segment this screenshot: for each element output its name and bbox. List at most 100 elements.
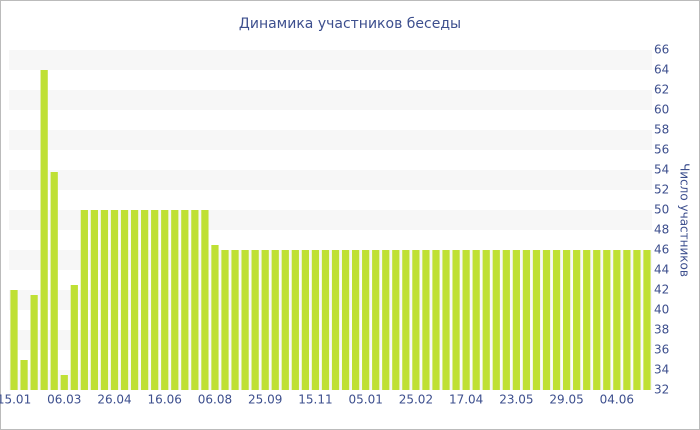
grid-band (9, 330, 652, 350)
bar (311, 250, 320, 390)
bar (321, 250, 330, 390)
bar (221, 250, 229, 390)
bar (452, 250, 460, 390)
y-tick-label: 46 (654, 243, 669, 257)
bar (442, 250, 450, 390)
bar (100, 210, 109, 390)
grid-band (9, 50, 652, 70)
bar (382, 250, 390, 390)
bar (60, 375, 68, 390)
bar (532, 250, 541, 390)
bar (151, 210, 159, 390)
bar (301, 250, 309, 390)
bar (261, 250, 269, 390)
y-tick-label: 66 (654, 43, 669, 57)
y-tick-label: 42 (654, 283, 669, 297)
bar (352, 250, 360, 390)
y-tick-label: 32 (654, 383, 669, 397)
y-tick-label: 62 (654, 83, 669, 97)
x-tick-label: 16.06 (148, 393, 182, 407)
bar (522, 250, 531, 390)
y-tick-label: 64 (654, 63, 669, 77)
bar (161, 210, 169, 390)
y-tick-label: 56 (654, 143, 669, 157)
y-tick-label: 60 (654, 103, 669, 117)
x-tick-label: 29.05 (549, 393, 583, 407)
grid-band (9, 130, 652, 150)
bar (603, 250, 611, 390)
bar (432, 250, 440, 390)
bar (80, 210, 88, 390)
bar (271, 250, 279, 390)
x-tick-label: 15.11 (298, 393, 332, 407)
x-tick-label: 06.08 (198, 393, 232, 407)
x-tick-label: 05.01 (348, 393, 382, 407)
bar (30, 295, 38, 390)
bar (633, 250, 641, 390)
bar (422, 250, 430, 390)
bar (120, 210, 129, 390)
bar (392, 250, 400, 390)
y-tick-label: 54 (654, 163, 669, 177)
bar (573, 250, 581, 390)
x-tick-label: 26.04 (97, 393, 131, 407)
y-tick-label: 34 (654, 363, 669, 377)
bar (291, 250, 299, 390)
x-tick-label: 25.09 (248, 393, 282, 407)
bar (341, 250, 350, 390)
bar (583, 250, 591, 390)
bar (462, 250, 470, 390)
bar (331, 250, 340, 390)
bar (281, 250, 289, 390)
bar (40, 70, 48, 390)
y-tick-label: 36 (654, 343, 669, 357)
bar (562, 250, 571, 390)
grid-band (9, 250, 652, 270)
bar (613, 250, 621, 390)
bar (20, 360, 28, 390)
y-tick-label: 48 (654, 223, 669, 237)
x-tick-label: 06.03 (47, 393, 81, 407)
y-tick-label: 44 (654, 263, 669, 277)
bar (402, 250, 410, 390)
bar (472, 250, 480, 390)
bar (90, 210, 99, 390)
bar (623, 250, 631, 390)
y-tick-label: 38 (654, 323, 669, 337)
x-tick-label: 17.04 (449, 393, 483, 407)
bar (502, 250, 510, 390)
x-tick-label: 23.05 (499, 393, 533, 407)
bar (10, 290, 18, 390)
y-tick-label: 52 (654, 183, 669, 197)
bar (482, 250, 490, 390)
bar (241, 250, 249, 390)
bar (110, 210, 119, 390)
grid-band (9, 290, 652, 310)
bar (492, 250, 500, 390)
grid-band (9, 170, 652, 190)
bar (372, 250, 380, 390)
bar (201, 210, 209, 390)
x-tick-label: 25.02 (399, 393, 433, 407)
chart-title: Динамика участников беседы (239, 16, 461, 32)
bar (70, 285, 78, 390)
bar (362, 250, 370, 390)
bar (171, 210, 179, 390)
y-axis-label: Число участников (678, 163, 692, 277)
x-tick-label: 04.06 (600, 393, 634, 407)
bar (130, 210, 139, 390)
bar (643, 250, 651, 390)
y-tick-label: 40 (654, 303, 669, 317)
bar (251, 250, 259, 390)
bar (552, 250, 561, 390)
bar (50, 172, 58, 390)
grid-band (9, 210, 652, 230)
bar (512, 250, 520, 390)
y-tick-label: 58 (654, 123, 669, 137)
bar (412, 250, 420, 390)
bar (542, 250, 551, 390)
bar (231, 250, 239, 390)
bar (593, 250, 601, 390)
bar (191, 210, 199, 390)
